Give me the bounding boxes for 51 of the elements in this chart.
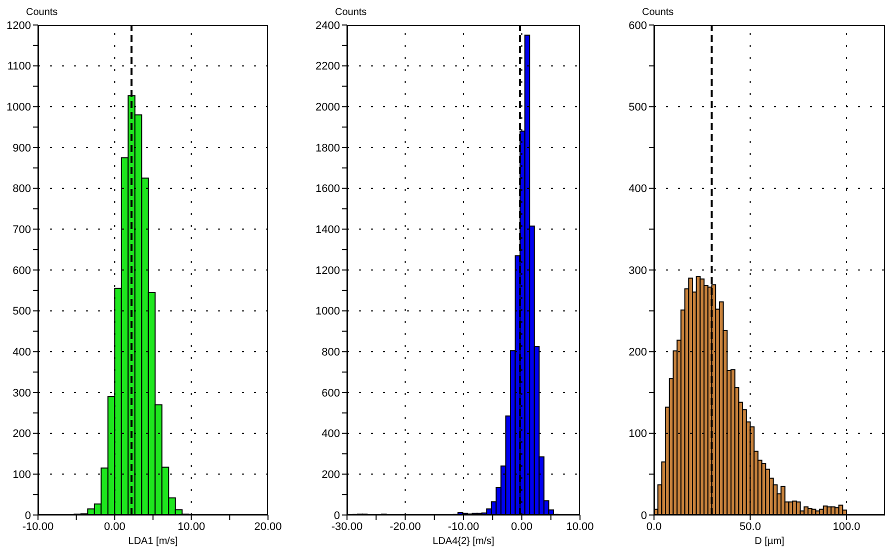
y-tick-label: 0 [334, 510, 340, 522]
y-axis-title: Counts [642, 7, 674, 18]
y-tick-label: 700 [12, 224, 31, 236]
x-tick-label: -10.00 [448, 520, 480, 533]
y-tick-label: 1600 [316, 183, 340, 196]
x-tick-label: 0.0 [646, 520, 662, 533]
y-tick-label: 1000 [316, 306, 340, 318]
y-tick-label: 1800 [316, 142, 340, 154]
y-tick-label: 2400 [316, 20, 340, 32]
y-tick-label: 0 [24, 510, 31, 522]
y-tick-label: 0 [640, 510, 647, 522]
x-tick-label: 50.0 [740, 520, 761, 533]
y-tick-label: 1000 [6, 102, 31, 114]
y-tick-label: 100 [628, 428, 647, 440]
x-tick-label: -10.00 [22, 520, 54, 533]
y-tick-label: 600 [12, 264, 31, 277]
y-tick-label: 1200 [316, 264, 340, 277]
x-tick-label: 10.00 [566, 520, 594, 533]
y-tick-label: 200 [12, 428, 31, 440]
y-tick-label: 100 [12, 469, 31, 482]
x-axis-title: LDA1 [m/s] [127, 536, 179, 547]
y-tick-label: 1400 [316, 224, 340, 236]
y-tick-label: 2000 [316, 102, 340, 114]
y-tick-label: 1200 [6, 20, 31, 32]
y-tick-label: 400 [322, 428, 340, 440]
x-tick-label: 20.00 [254, 520, 282, 533]
y-tick-label: 400 [12, 346, 31, 359]
x-tick-label: 0.00 [511, 520, 532, 533]
y-tick-label: 400 [628, 183, 647, 196]
y-tick-label: 500 [12, 306, 31, 318]
y-tick-label: 800 [322, 346, 340, 359]
y-tick-label: 900 [12, 142, 31, 154]
x-tick-label: 10.00 [178, 520, 206, 533]
y-tick-label: 600 [322, 387, 340, 400]
x-axis-title: LDA4{2} [m/s] [432, 536, 496, 547]
y-tick-label: 300 [628, 264, 647, 277]
y-tick-label: 500 [628, 102, 647, 114]
y-tick-label: 2200 [316, 60, 340, 73]
y-axis-title: Counts [26, 7, 58, 18]
y-tick-label: 200 [628, 346, 647, 359]
x-tick-label: 100.0 [832, 520, 860, 533]
y-tick-label: 1100 [7, 60, 31, 73]
y-tick-label: 200 [322, 469, 340, 482]
x-axis-title: D [µm] [754, 536, 786, 547]
y-axis-title: Counts [335, 7, 367, 18]
x-tick-label: 0.00 [104, 520, 126, 533]
y-tick-label: 300 [12, 387, 31, 400]
y-tick-label: 600 [628, 20, 647, 32]
y-tick-label: 800 [12, 183, 31, 196]
x-tick-label: -30.00 [331, 520, 363, 533]
x-tick-label: -20.00 [390, 520, 421, 533]
